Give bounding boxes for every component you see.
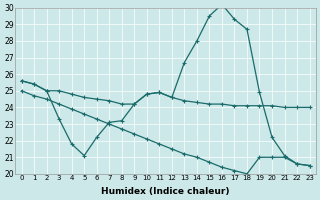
X-axis label: Humidex (Indice chaleur): Humidex (Indice chaleur) bbox=[101, 187, 230, 196]
